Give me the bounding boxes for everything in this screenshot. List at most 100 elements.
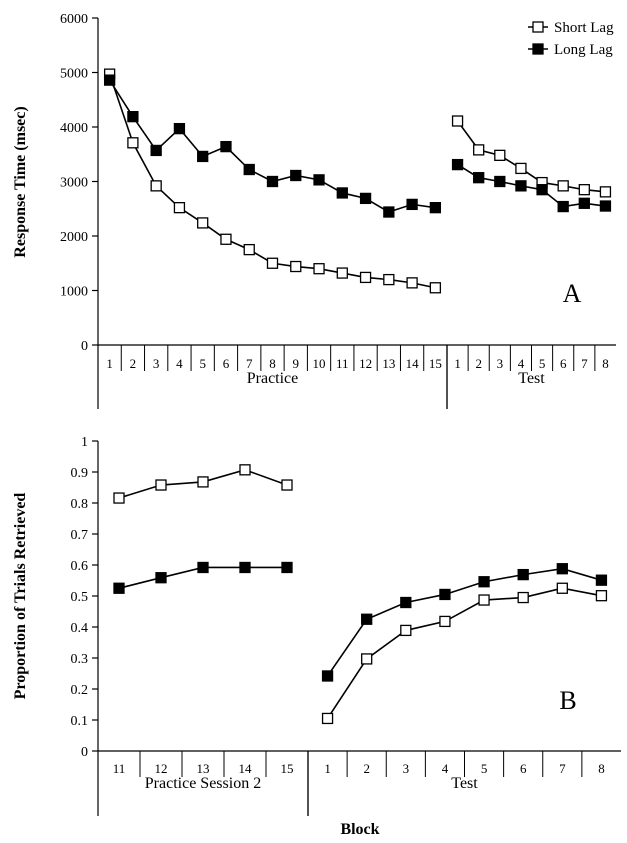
short-lag-point	[494, 149, 506, 161]
long-lag-point	[243, 163, 255, 176]
short-lag-point	[197, 476, 209, 488]
x-tick-label: 4	[176, 356, 183, 371]
short-lag-point	[599, 186, 612, 198]
long-lag-point	[266, 175, 279, 188]
x-tick-label: 1	[454, 356, 461, 371]
x-tick-label: 5	[481, 761, 488, 776]
long-lag-point	[239, 561, 251, 574]
short-lag-point	[517, 591, 529, 604]
long-lag-point	[103, 74, 116, 86]
x-tick-label: 12	[359, 356, 372, 371]
short-lag-point	[406, 277, 418, 289]
legend-label: Long Lag	[554, 42, 613, 58]
long-lag-point	[556, 563, 568, 575]
y-tick-label: 3000	[60, 176, 88, 191]
short-lag-point	[557, 180, 569, 192]
x-tick-label: 1	[324, 761, 331, 776]
short-lag-point	[243, 243, 255, 256]
long-lag-point	[173, 122, 186, 135]
legend-marker	[532, 43, 544, 55]
long-lag-point	[557, 200, 569, 213]
long-lag-point	[313, 174, 325, 186]
y-tick-label: 0.6	[71, 559, 89, 574]
x-tick-label: 1	[106, 356, 113, 371]
y-tick-label: 6000	[60, 12, 88, 27]
long-lag-point	[290, 169, 302, 182]
y-tick-label: 0.9	[71, 466, 89, 481]
long-lag-point	[429, 202, 442, 214]
short-lag-point	[113, 492, 125, 504]
short-lag-point	[383, 273, 395, 286]
long-lag-point	[155, 572, 167, 584]
long-lag-point	[478, 576, 490, 588]
y-tick-label: 5000	[60, 67, 88, 82]
series-line-short-lag	[326, 587, 602, 719]
y-tick-label: 0.8	[71, 497, 89, 512]
y-tick-label: 1000	[60, 285, 88, 300]
short-lag-point	[336, 267, 348, 279]
x-tick-label: 14	[239, 761, 253, 776]
short-lag-point	[290, 260, 302, 273]
long-lag-point	[517, 568, 529, 581]
legend-label: Short Lag	[554, 20, 614, 36]
x-tick-label: 6	[560, 356, 567, 371]
long-lag-point	[599, 200, 612, 212]
long-lag-point	[113, 582, 125, 594]
y-tick-label: 0	[81, 339, 88, 354]
x-tick-label: 11	[336, 356, 349, 371]
long-lag-point	[383, 206, 395, 218]
x-tick-label: 7	[246, 356, 253, 371]
x-tick-label: 8	[602, 356, 609, 371]
short-lag-point	[239, 464, 251, 476]
long-lag-point	[439, 588, 451, 601]
x-tick-label: 8	[269, 356, 276, 371]
y-tick-label: 2000	[60, 230, 88, 245]
long-lag-point	[197, 150, 209, 163]
short-lag-point	[439, 615, 451, 628]
x-tick-label: 15	[429, 356, 442, 371]
group-label: Practice Session 2	[145, 775, 261, 792]
x-tick-label: 3	[153, 356, 160, 371]
short-lag-point	[150, 180, 162, 192]
x-tick-label: 3	[403, 761, 410, 776]
x-tick-label: 2	[475, 356, 482, 371]
panel-label: B	[559, 686, 576, 715]
long-lag-point	[150, 144, 162, 157]
long-lag-point	[220, 140, 232, 153]
group-label: Practice	[247, 370, 299, 387]
y-axis-title: Response Time (msec)	[12, 106, 29, 257]
long-lag-point	[127, 110, 139, 123]
short-lag-point	[595, 590, 608, 602]
x-tick-label: 4	[442, 761, 449, 776]
long-lag-point	[406, 198, 418, 211]
x-tick-label: 6	[520, 761, 527, 776]
short-lag-point	[478, 594, 490, 606]
short-lag-point	[197, 217, 209, 229]
y-tick-label: 0.4	[71, 621, 89, 636]
group-label: Test	[518, 370, 545, 387]
long-lag-point	[321, 670, 334, 682]
legend-marker	[532, 21, 544, 33]
short-lag-point	[359, 271, 372, 284]
long-lag-point	[578, 197, 590, 209]
short-lag-point	[313, 263, 325, 275]
short-lag-point	[361, 653, 373, 665]
y-axis-title: Proportion of Trials Retrieved	[12, 493, 29, 700]
y-tick-label: 4000	[60, 121, 88, 136]
long-lag-point	[400, 596, 412, 609]
long-lag-point	[595, 574, 608, 586]
y-tick-label: 0.7	[71, 528, 89, 543]
long-lag-point	[515, 180, 527, 192]
x-tick-label: 5	[539, 356, 546, 371]
y-tick-label: 0.3	[71, 652, 89, 667]
short-lag-point	[220, 233, 232, 245]
long-lag-point	[361, 613, 373, 625]
long-lag-point	[494, 175, 506, 188]
short-lag-point	[578, 184, 590, 196]
x-tick-label: 7	[559, 761, 566, 776]
long-lag-point	[197, 561, 209, 574]
x-tick-label: 13	[197, 761, 210, 776]
y-tick-label: 0.2	[71, 683, 89, 698]
x-tick-label: 12	[155, 761, 168, 776]
